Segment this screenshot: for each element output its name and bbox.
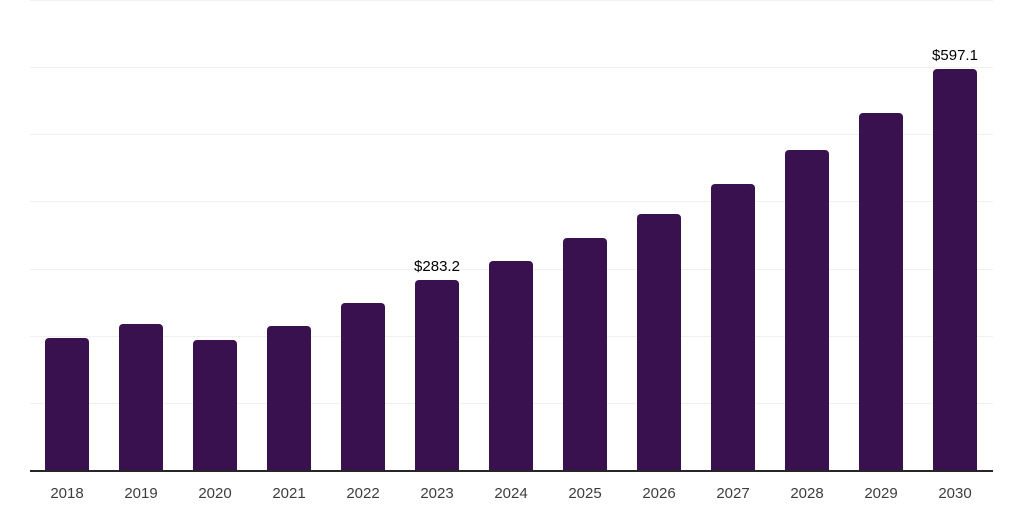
bar-2027	[711, 184, 755, 470]
x-tick-label-2019: 2019	[124, 485, 158, 502]
x-tick-label-2029: 2029	[864, 485, 898, 502]
x-tick-label-2026: 2026	[642, 485, 676, 502]
bar-2026	[637, 214, 681, 470]
bar-value-label-2023: $283.2	[414, 258, 460, 275]
x-tick-label-2018: 2018	[50, 485, 84, 502]
bar-2024	[489, 261, 533, 470]
bar-2023	[415, 280, 459, 470]
bar-2030	[933, 69, 977, 470]
gridline	[30, 134, 993, 136]
x-tick-label-2020: 2020	[198, 485, 232, 502]
bar-2019	[119, 324, 163, 470]
bar-2029	[859, 113, 903, 470]
x-tick-label-2024: 2024	[494, 485, 528, 502]
x-tick-label-2027: 2027	[716, 485, 750, 502]
x-tick-label-2022: 2022	[346, 485, 380, 502]
bar-value-label-2030: $597.1	[932, 47, 978, 64]
bar-2018	[45, 338, 89, 470]
bar-2022	[341, 303, 385, 470]
bar-2028	[785, 150, 829, 470]
gridline	[30, 201, 993, 203]
gridline	[30, 0, 993, 1]
x-tick-label-2023: 2023	[420, 485, 454, 502]
gridline	[30, 67, 993, 69]
x-axis-line	[30, 470, 993, 472]
bar-2025	[563, 238, 607, 470]
x-tick-label-2025: 2025	[568, 485, 602, 502]
x-tick-label-2028: 2028	[790, 485, 824, 502]
x-tick-label-2021: 2021	[272, 485, 306, 502]
bar-2020	[193, 340, 237, 470]
bar-2021	[267, 326, 311, 470]
x-tick-label-2030: 2030	[938, 485, 972, 502]
